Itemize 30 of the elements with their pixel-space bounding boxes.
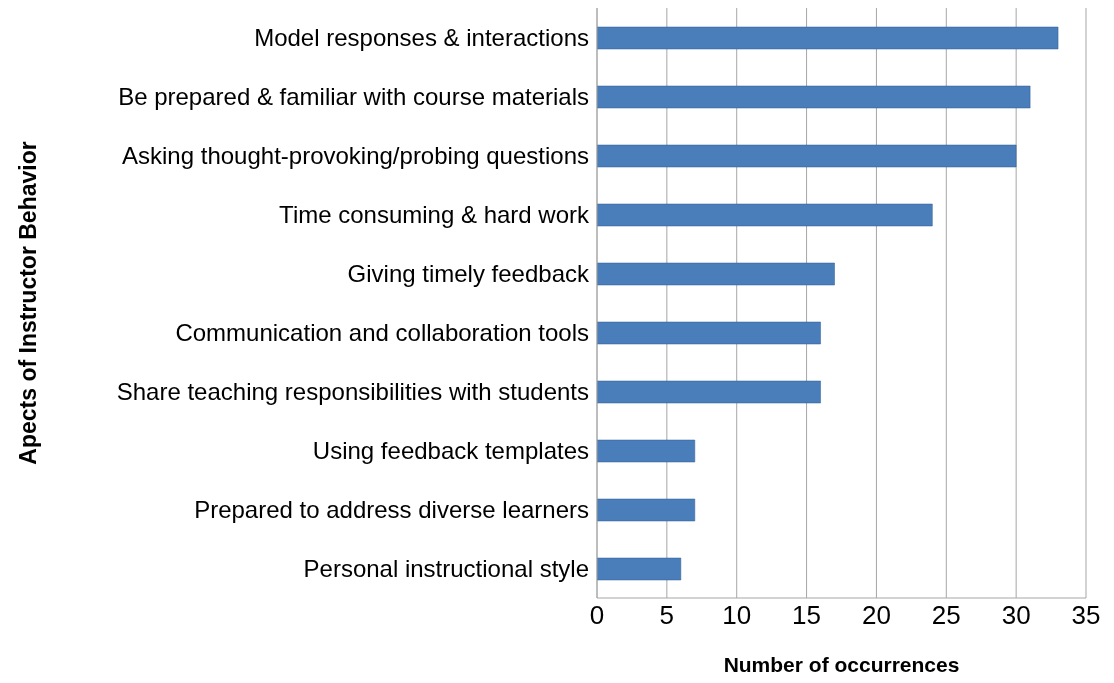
- bar: [597, 380, 821, 404]
- y-tick-label: Communication and collaboration tools: [175, 319, 589, 347]
- bar: [597, 557, 682, 581]
- x-tick-label: 15: [792, 600, 822, 631]
- x-tick-label: 5: [659, 600, 675, 631]
- x-axis-title: Number of occurrences: [723, 653, 960, 676]
- y-tick-label: Be prepared & familiar with course materials: [118, 83, 589, 111]
- bar: [597, 26, 1059, 50]
- x-tick-label: 35: [1071, 600, 1101, 631]
- y-tick-label: Time consuming & hard work: [279, 201, 590, 229]
- y-axis-title: Apects of Instructor Behavior: [15, 141, 42, 465]
- y-tick-label: Share teaching responsibilities with students: [116, 378, 589, 406]
- x-tick-label: 30: [1001, 600, 1031, 631]
- bar: [597, 203, 933, 227]
- y-tick-label: Giving timely feedback: [347, 260, 590, 288]
- y-tick-label: Prepared to address diverse learners: [194, 496, 589, 524]
- y-tick-label: Model responses & interactions: [254, 24, 589, 52]
- bar: [597, 262, 835, 286]
- bar: [597, 321, 821, 345]
- y-tick-label: Personal instructional style: [303, 555, 589, 583]
- x-tick-label: 20: [861, 600, 891, 631]
- y-tick-label: Asking thought-provoking/probing questions: [122, 142, 589, 170]
- bar: [597, 85, 1031, 109]
- bar: [597, 498, 696, 522]
- x-tick-label: 25: [931, 600, 961, 631]
- bar: [597, 439, 696, 463]
- x-tick-label: 10: [722, 600, 752, 631]
- bar: [597, 144, 1017, 168]
- y-tick-label: Using feedback templates: [312, 437, 589, 465]
- x-tick-label: 0: [589, 600, 605, 631]
